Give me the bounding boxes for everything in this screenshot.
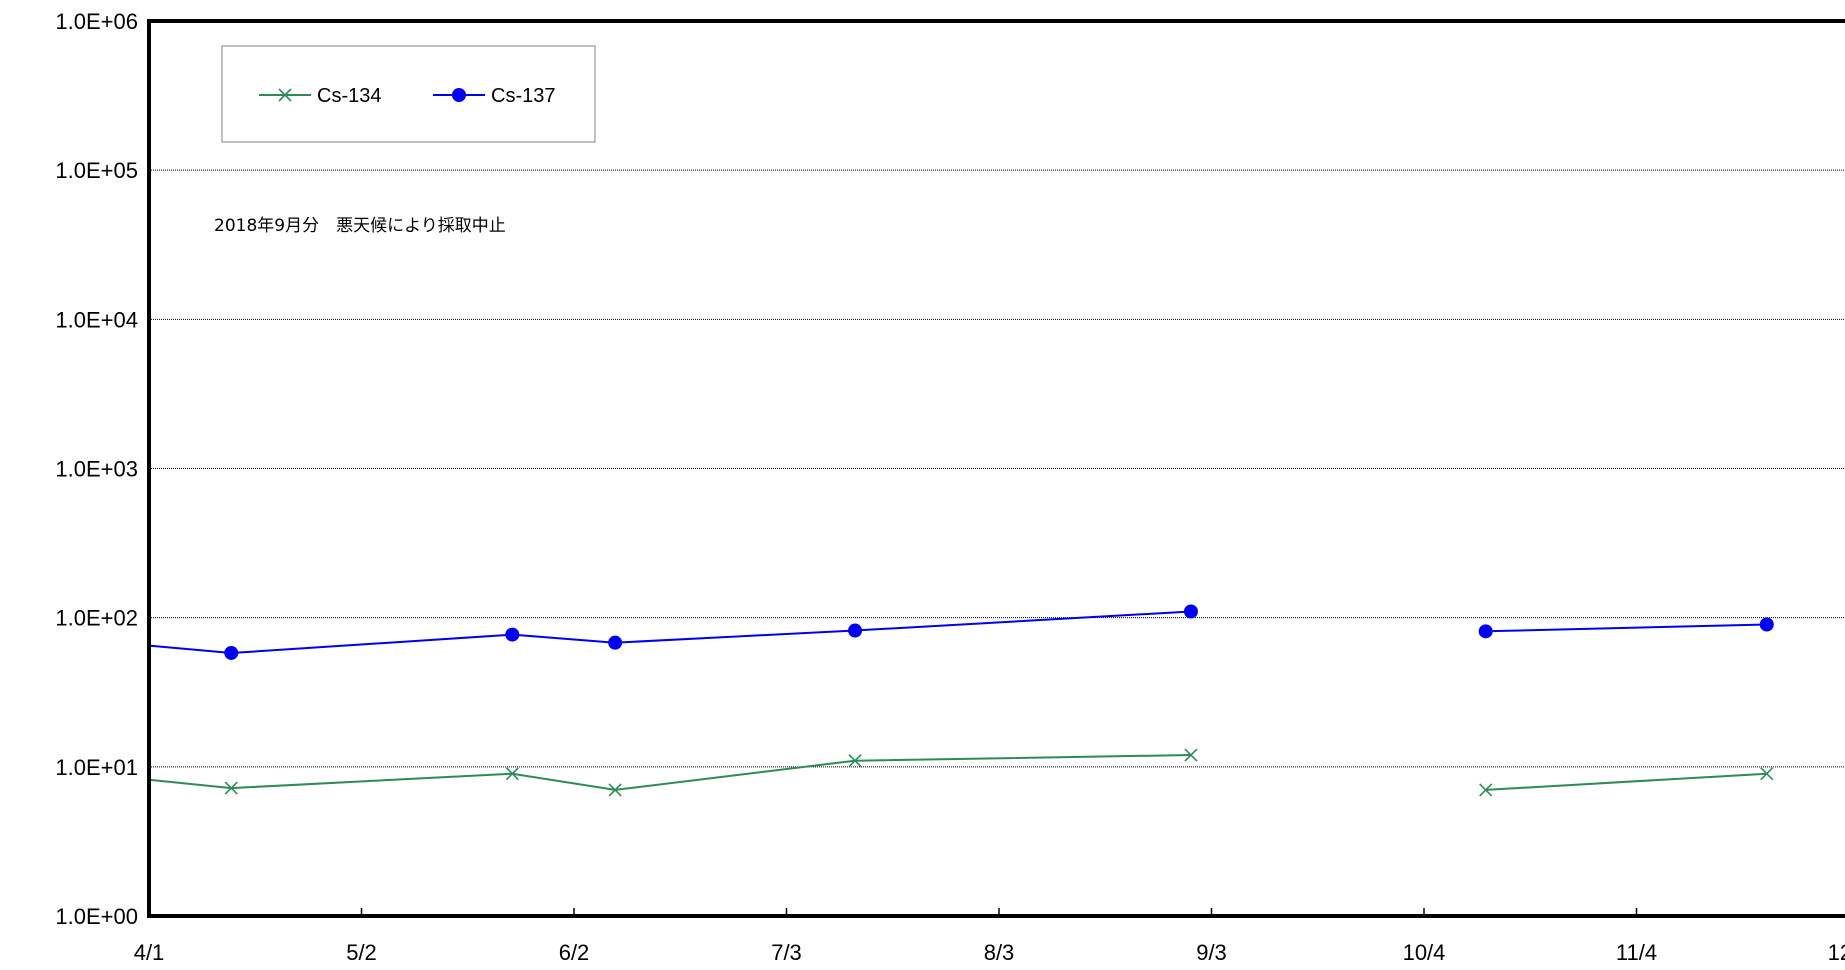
series-0-point-7 — [1479, 783, 1493, 797]
y-tick-label-5: 1.0E+05 — [55, 158, 138, 183]
x-tick-label-4: 8/3 — [984, 940, 1015, 965]
series-0-point-8 — [1760, 767, 1774, 781]
series-1-line-1 — [1485, 623, 1767, 633]
series-0-point-3 — [608, 783, 622, 797]
legend-label-1: Cs-137 — [491, 85, 555, 107]
series-1-point-2 — [505, 627, 520, 642]
legend-marker-1 — [452, 88, 466, 102]
series-1-line-0 — [148, 610, 1191, 655]
series-0 — [148, 748, 1774, 797]
series-0-point-4 — [848, 754, 862, 768]
y-tick-label-1: 1.0E+01 — [55, 755, 138, 780]
chart-annotation: 2018年9月分 悪天候により採取中止 — [214, 216, 506, 236]
x-axis-tick-labels: 4/1 5/2 6/2 7/3 8/3 9/3 10/4 11/4 12/5 — [134, 940, 1845, 965]
y-tick-label-4: 1.0E+04 — [55, 307, 138, 332]
legend: Cs-134 Cs-137 — [221, 45, 596, 143]
x-tick-label-6: 10/4 — [1403, 940, 1446, 965]
legend-item-1: Cs-137 — [433, 85, 555, 107]
y-tick-label-0: 1.0E+00 — [55, 904, 138, 929]
x-tick-label-3: 7/3 — [771, 940, 802, 965]
series-1-point-3 — [608, 635, 623, 650]
x-tick-label-8: 12/5 — [1828, 940, 1845, 965]
x-tick-label-7: 11/4 — [1616, 940, 1657, 965]
plot-frame — [147, 19, 1845, 918]
series-0-point-5 — [1184, 748, 1198, 762]
series-1-point-8 — [1759, 617, 1774, 632]
x-tick-label-1: 5/2 — [346, 940, 377, 965]
series-0-line-1 — [1485, 772, 1767, 791]
legend-item-0: Cs-134 — [259, 85, 381, 107]
y-tick-label-2: 1.0E+02 — [55, 606, 138, 631]
series-0-point-2 — [505, 767, 519, 781]
series-layer — [148, 604, 1774, 797]
y-axis-tick-labels: 1.0E+00 1.0E+01 1.0E+02 1.0E+03 1.0E+04 1.0E+… — [55, 9, 138, 929]
legend-label-0: Cs-134 — [317, 85, 381, 107]
series-0-point-1 — [224, 781, 238, 795]
series-1 — [148, 604, 1774, 660]
series-1-point-1 — [224, 645, 239, 660]
y-tick-label-3: 1.0E+03 — [55, 457, 138, 482]
legend-items: Cs-134 Cs-137 — [259, 85, 555, 107]
legend-marker-0 — [278, 88, 292, 102]
series-1-point-7 — [1478, 624, 1493, 639]
x-tick-label-2: 6/2 — [559, 940, 590, 965]
series-0-line-0 — [148, 754, 1191, 791]
y-tick-label-6: 1.0E+06 — [55, 9, 138, 34]
x-tick-label-5: 9/3 — [1196, 940, 1227, 965]
x-tick-label-0: 4/1 — [134, 940, 165, 965]
gridlines — [149, 169, 1845, 768]
series-1-point-5 — [1183, 604, 1198, 619]
series-1-point-4 — [848, 623, 863, 638]
